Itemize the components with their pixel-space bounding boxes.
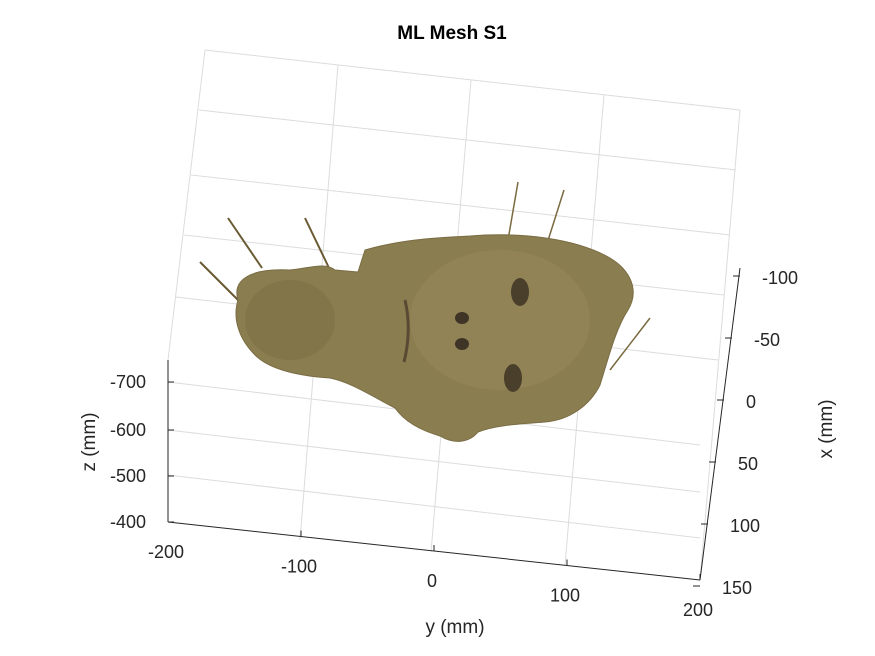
- eye: [511, 278, 529, 306]
- x-tick-label: -100: [762, 268, 798, 288]
- x-tick-label: -50: [754, 330, 780, 350]
- probe-line: [304, 217, 331, 271]
- y-tick-label: 0: [427, 571, 437, 591]
- probe-line: [227, 217, 263, 269]
- y-tick-label: -200: [148, 542, 184, 562]
- z-tick-label: -700: [110, 372, 146, 392]
- x-tick-label: 50: [738, 454, 758, 474]
- x-axis-label: x (mm): [816, 399, 837, 458]
- z-axis-label: z (mm): [79, 412, 100, 471]
- y-axis-label: y (mm): [425, 617, 484, 638]
- nose: [455, 338, 469, 350]
- y-tick-label: 100: [550, 586, 580, 606]
- z-tick-label: -400: [110, 512, 146, 532]
- z-tick-label: -600: [110, 420, 146, 440]
- z-tick-label: -500: [110, 466, 146, 486]
- probe-line: [199, 261, 241, 303]
- x-tick-label: 0: [746, 392, 756, 412]
- x-tick-label: 150: [722, 578, 752, 598]
- eye: [504, 364, 522, 392]
- nose: [455, 312, 469, 324]
- face-mesh-surface: [199, 181, 651, 442]
- x-tick-label: 100: [730, 516, 760, 536]
- mouth: [402, 299, 410, 363]
- y-tick-label: -100: [281, 557, 317, 577]
- axes: [167, 267, 741, 587]
- probe-line: [507, 181, 519, 241]
- chart-title: ML Mesh S1: [397, 23, 507, 44]
- y-tick-label: 200: [683, 600, 713, 620]
- probe-line: [609, 317, 651, 371]
